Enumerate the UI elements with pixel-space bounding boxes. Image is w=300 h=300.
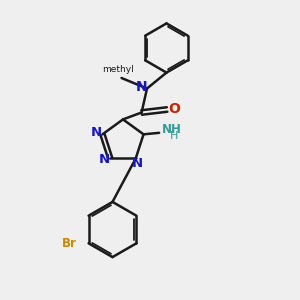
Text: methyl: methyl xyxy=(102,65,134,74)
Text: N: N xyxy=(136,80,147,94)
Text: H: H xyxy=(169,131,178,141)
Text: N: N xyxy=(132,158,143,170)
Text: N: N xyxy=(91,126,102,139)
Text: NH: NH xyxy=(162,123,182,136)
Text: Br: Br xyxy=(62,237,77,250)
Text: N: N xyxy=(99,154,110,166)
Text: O: O xyxy=(168,102,180,116)
